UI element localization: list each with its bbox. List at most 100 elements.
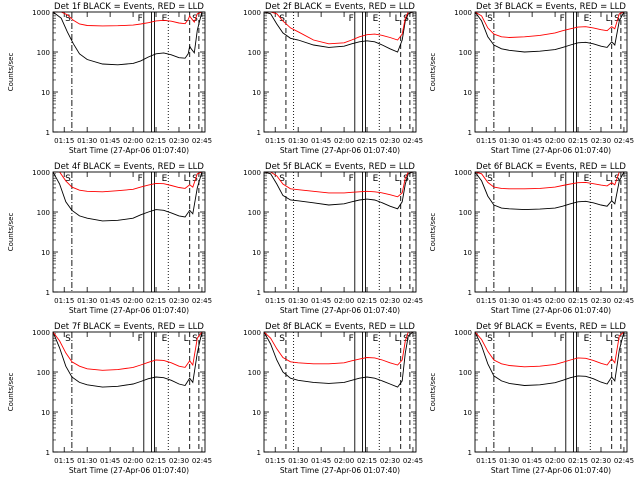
- x-tick-label: 01:45: [311, 297, 331, 305]
- series-group: [475, 12, 625, 53]
- x-tick-label: 01:45: [100, 297, 120, 305]
- x-tick-label: 02:15: [146, 297, 166, 305]
- y-tick-label: 1: [46, 449, 50, 457]
- x-tick-label: 01:45: [100, 457, 120, 465]
- x-tick-label: 01:15: [476, 137, 496, 145]
- x-tick-label: 02:00: [334, 297, 354, 305]
- y-axis-label: Counts/sec: [429, 53, 437, 92]
- x-tick-label: 01:30: [77, 457, 97, 465]
- x-tick-label: 02:15: [568, 137, 588, 145]
- x-axis-label: Start Time (27-Apr-06 01:07:40): [491, 306, 611, 315]
- detector-panel-1: Det 1f BLACK = Events, RED = LLD Counts/s…: [7, 2, 212, 155]
- marker-label: S: [65, 334, 71, 344]
- x-tick-label: 02:45: [403, 297, 423, 305]
- x-tick-label: 02:30: [591, 297, 611, 305]
- x-tick-label: 02:30: [169, 297, 189, 305]
- x-tick-label: 02:30: [380, 297, 400, 305]
- x-tick-label: 02:00: [123, 297, 143, 305]
- x-tick-label: 02:45: [192, 297, 212, 305]
- marker-label: S: [279, 334, 285, 344]
- y-tick-label: 10: [252, 409, 261, 417]
- y-axis-label: Counts/sec: [429, 213, 437, 252]
- marker-label: E: [162, 174, 168, 184]
- events-series-line: [264, 332, 414, 388]
- events-series-line: [264, 12, 414, 53]
- series-group: [475, 172, 625, 211]
- x-tick-label: 02:15: [357, 457, 377, 465]
- y-tick-label: 100: [459, 209, 472, 217]
- y-tick-label: 1: [468, 129, 472, 137]
- y-tick-label: 1: [46, 289, 50, 297]
- y-tick-label: 1: [257, 129, 261, 137]
- x-tick-label: 01:15: [476, 457, 496, 465]
- y-tick-label: 1000: [32, 9, 50, 17]
- x-tick-label: 02:15: [568, 457, 588, 465]
- marker-label: F: [349, 334, 354, 344]
- x-tick-label: 02:00: [123, 137, 143, 145]
- x-tick-label: 01:45: [522, 457, 542, 465]
- x-tick-label: 01:30: [288, 457, 308, 465]
- lld-series-line: [475, 12, 625, 38]
- marker-label: F: [349, 14, 354, 24]
- x-tick-label: 01:15: [265, 297, 285, 305]
- x-tick-label: 01:45: [100, 137, 120, 145]
- panel-title: Det 2f BLACK = Events, RED = LLD: [265, 2, 415, 12]
- marker-label: S: [65, 14, 71, 24]
- detector-panel-4: Det 4f BLACK = Events, RED = LLD Counts/s…: [7, 162, 212, 315]
- y-tick-label: 100: [248, 369, 261, 377]
- y-tick-label: 1000: [243, 169, 261, 177]
- x-tick-label: 01:15: [265, 457, 285, 465]
- x-tick-label: 02:00: [334, 137, 354, 145]
- marker-label: E: [162, 14, 168, 24]
- lld-series-line: [475, 172, 624, 190]
- x-tick-label: 02:15: [357, 297, 377, 305]
- marker-label: E: [373, 174, 379, 184]
- y-tick-label: 1000: [454, 329, 472, 337]
- plot-frame: [474, 331, 628, 453]
- x-tick-label: 02:30: [169, 457, 189, 465]
- y-tick-label: 1000: [243, 9, 261, 17]
- events-series-line: [53, 332, 203, 388]
- marker-label: F: [560, 14, 565, 24]
- marker-label: L: [606, 14, 611, 24]
- events-series-line: [475, 332, 625, 386]
- marker-label: F: [560, 334, 565, 344]
- marker-label: L: [606, 334, 611, 344]
- lld-series-line: [53, 332, 203, 371]
- panel-title: Det 7f BLACK = Events, RED = LLD: [54, 322, 204, 332]
- plot-frame: [263, 11, 417, 133]
- y-tick-label: 10: [41, 409, 50, 417]
- x-tick-label: 02:45: [403, 137, 423, 145]
- marker-label: S: [487, 334, 493, 344]
- panel-title: Det 3f BLACK = Events, RED = LLD: [476, 2, 626, 12]
- y-tick-label: 100: [37, 369, 50, 377]
- y-tick-label: 100: [37, 209, 50, 217]
- y-tick-label: 1: [257, 449, 261, 457]
- x-tick-label: 01:30: [499, 137, 519, 145]
- y-axis-label: Counts/sec: [7, 373, 15, 412]
- y-tick-label: 1000: [32, 169, 50, 177]
- lld-series-line: [264, 172, 413, 198]
- x-tick-label: 02:45: [192, 457, 212, 465]
- x-tick-label: 01:30: [288, 297, 308, 305]
- x-tick-label: 01:15: [54, 457, 74, 465]
- y-tick-label: 1000: [243, 329, 261, 337]
- y-tick-label: 10: [463, 249, 472, 257]
- y-tick-label: 10: [463, 89, 472, 97]
- marker-label: E: [373, 334, 379, 344]
- y-axis-label: Counts/sec: [7, 213, 15, 252]
- events-series-line: [475, 172, 625, 211]
- plot-frame: [474, 171, 628, 293]
- x-tick-label: 01:45: [311, 137, 331, 145]
- series-group: [475, 332, 625, 386]
- x-tick-label: 02:15: [357, 137, 377, 145]
- x-tick-label: 01:15: [54, 297, 74, 305]
- marker-label: L: [606, 174, 611, 184]
- marker-label: F: [138, 334, 143, 344]
- marker-label: S: [279, 14, 285, 24]
- y-tick-label: 1: [468, 289, 472, 297]
- y-tick-label: 100: [248, 49, 261, 57]
- x-tick-label: 02:30: [591, 137, 611, 145]
- x-tick-label: 02:00: [545, 137, 565, 145]
